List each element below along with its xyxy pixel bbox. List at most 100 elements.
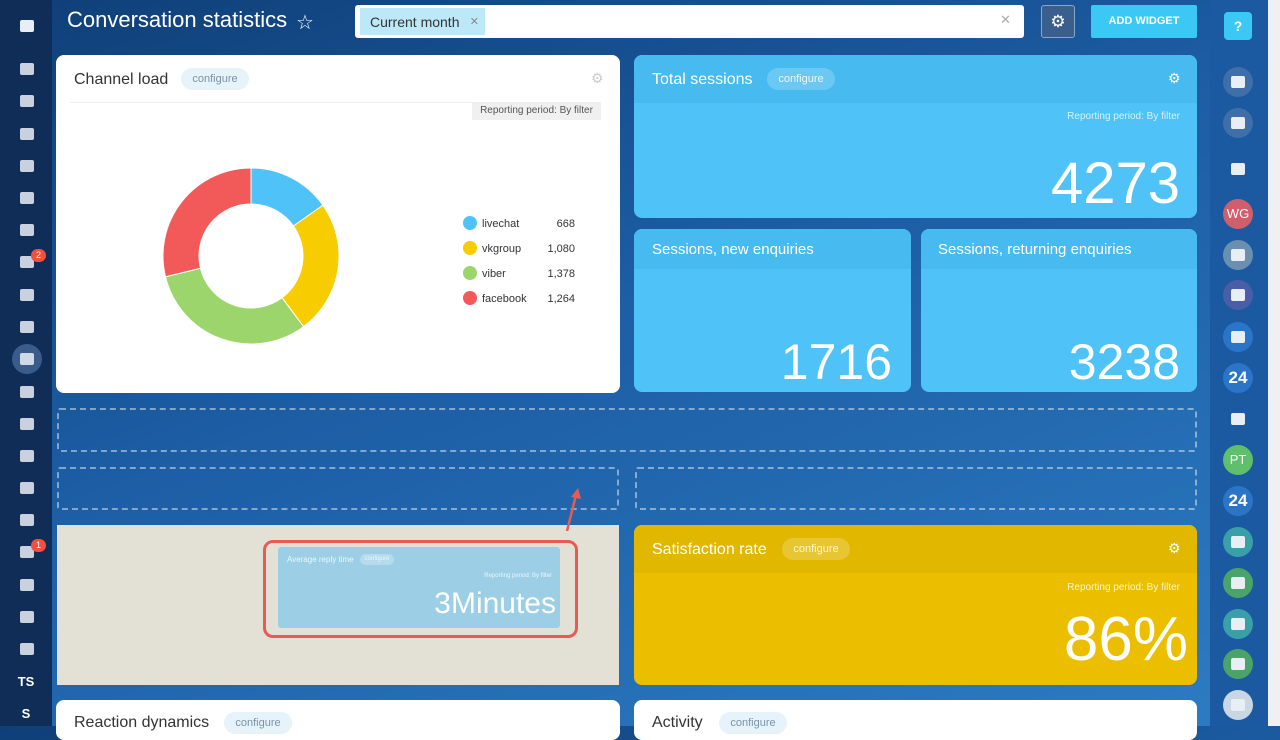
icon-glyph: [1231, 249, 1245, 261]
nav-icon: [20, 386, 34, 398]
app-24[interactable]: 24: [1223, 486, 1253, 516]
card-title: Activity: [652, 714, 703, 731]
metric-value: 1716: [780, 334, 892, 390]
card-title: Total sessions: [652, 71, 753, 88]
satisfaction-card: Satisfaction rate configure ⚙ Reporting …: [634, 525, 1197, 685]
nav-icon: [20, 514, 34, 526]
metric-value: 86%: [1063, 605, 1188, 674]
value-label: 1,378: [547, 268, 575, 280]
card-title: Satisfaction rate: [652, 541, 767, 558]
period-label: Reporting period: By filter: [484, 573, 552, 579]
gear-icon[interactable]: ⚙: [591, 70, 604, 86]
nav-icon: [20, 256, 34, 268]
highlight-frame: [263, 540, 578, 638]
settings-button[interactable]: ⚙: [1041, 5, 1075, 38]
configure-button[interactable]: configure: [224, 712, 292, 734]
configure-button[interactable]: configure: [767, 68, 835, 90]
sidebar-label[interactable]: TS: [17, 674, 35, 689]
add-widget-button[interactable]: ADD WIDGET: [1091, 5, 1197, 38]
card-header: [634, 525, 1197, 573]
value-label: 1,264: [547, 293, 575, 305]
new-enquiries-card: Sessions, new enquiries 1716: [634, 229, 911, 392]
card-header: [634, 55, 1197, 103]
card-title: Sessions, returning enquiries: [938, 241, 1132, 258]
clear-icon[interactable]: ✕: [1000, 12, 1011, 27]
reaction-dynamics-card: Reaction dynamics configure: [56, 700, 620, 740]
configure-button[interactable]: configure: [719, 712, 787, 734]
icon-glyph: [1231, 577, 1245, 589]
legend-swatch: [463, 291, 477, 305]
nav-icon: [20, 289, 34, 301]
configure-button: configure: [360, 554, 394, 565]
legend-label: vkgroup: [482, 243, 521, 255]
chip-close[interactable]: ✕: [469, 16, 479, 28]
icon-glyph: [1231, 699, 1245, 711]
legend-swatch: [463, 241, 477, 255]
nav-icon: [20, 418, 34, 430]
nav-icon: [20, 63, 34, 75]
configure-button[interactable]: configure: [181, 68, 249, 90]
card-title: Sessions, new enquiries: [652, 241, 814, 258]
icon-glyph: [1231, 117, 1245, 129]
icon-glyph: [1231, 163, 1245, 175]
star-icon[interactable]: ☆: [296, 12, 314, 34]
legend-label: facebook: [482, 293, 527, 305]
chip-text: Current month: [370, 14, 460, 30]
gear-icon[interactable]: ⚙: [1168, 540, 1181, 556]
activity-card: Activity configure: [634, 700, 1197, 740]
nav-icon: [20, 353, 34, 365]
sidebar-label[interactable]: S: [21, 706, 31, 721]
badge: 2: [31, 249, 46, 262]
period-label: Reporting period: By filter: [472, 102, 601, 120]
card-title: Channel load: [74, 71, 169, 88]
icon-glyph: [1231, 618, 1245, 630]
legend-label: livechat: [482, 218, 519, 230]
drop-zone[interactable]: [57, 408, 1197, 452]
help-button[interactable]: ?: [1224, 12, 1252, 40]
legend-label: viber: [482, 268, 506, 280]
avatar[interactable]: WG: [1223, 199, 1253, 229]
nav-icon: [20, 579, 34, 591]
nav-icon: [20, 160, 34, 172]
icon-glyph: [1231, 413, 1245, 425]
nav-icon: [20, 482, 34, 494]
dragged-widget[interactable]: Average reply time configure Reporting p…: [278, 547, 560, 628]
card-title: Reaction dynamics: [74, 714, 210, 731]
nav-icon: [20, 128, 34, 140]
card-title: Average reply time: [287, 555, 354, 564]
drop-zone[interactable]: [57, 467, 619, 510]
nav-icon: [20, 20, 34, 32]
total-sessions-card: Total sessions configure ⚙ Reporting per…: [634, 55, 1197, 218]
legend-swatch: [463, 266, 477, 280]
configure-button[interactable]: configure: [782, 538, 850, 560]
nav-icon: [20, 192, 34, 204]
icon-glyph: [1231, 76, 1245, 88]
gear-icon[interactable]: ⚙: [1168, 70, 1181, 86]
divider: [70, 102, 600, 103]
nav-icon: [20, 95, 34, 107]
nav-icon: [20, 611, 34, 623]
metric-value: 4273: [1050, 151, 1180, 216]
channel-load-card: Channel load configure ⚙ Reporting perio…: [56, 55, 620, 393]
icon-glyph: [1231, 289, 1245, 301]
metric-value: 3Minutes: [434, 587, 556, 620]
donut-segment: [162, 167, 252, 278]
filter-chip[interactable]: Current month ✕: [360, 8, 485, 35]
app-24[interactable]: 24: [1223, 363, 1253, 393]
value-label: 668: [557, 218, 575, 230]
drop-zone[interactable]: [635, 467, 1197, 510]
icon-glyph: [1231, 658, 1245, 670]
page-title: Conversation statistics: [67, 7, 288, 32]
metric-value: 3238: [1068, 334, 1180, 390]
icon-glyph: [1231, 536, 1245, 548]
avatar[interactable]: PT: [1223, 445, 1253, 475]
nav-icon: [20, 224, 34, 236]
period-label: Reporting period: By filter: [1067, 582, 1180, 593]
arrow: [565, 488, 581, 532]
period-label: Reporting period: By filter: [1067, 111, 1180, 122]
nav-icon: [20, 546, 34, 558]
badge: 1: [31, 539, 46, 552]
value-label: 1,080: [547, 243, 575, 255]
scrollbar: [1268, 0, 1280, 726]
